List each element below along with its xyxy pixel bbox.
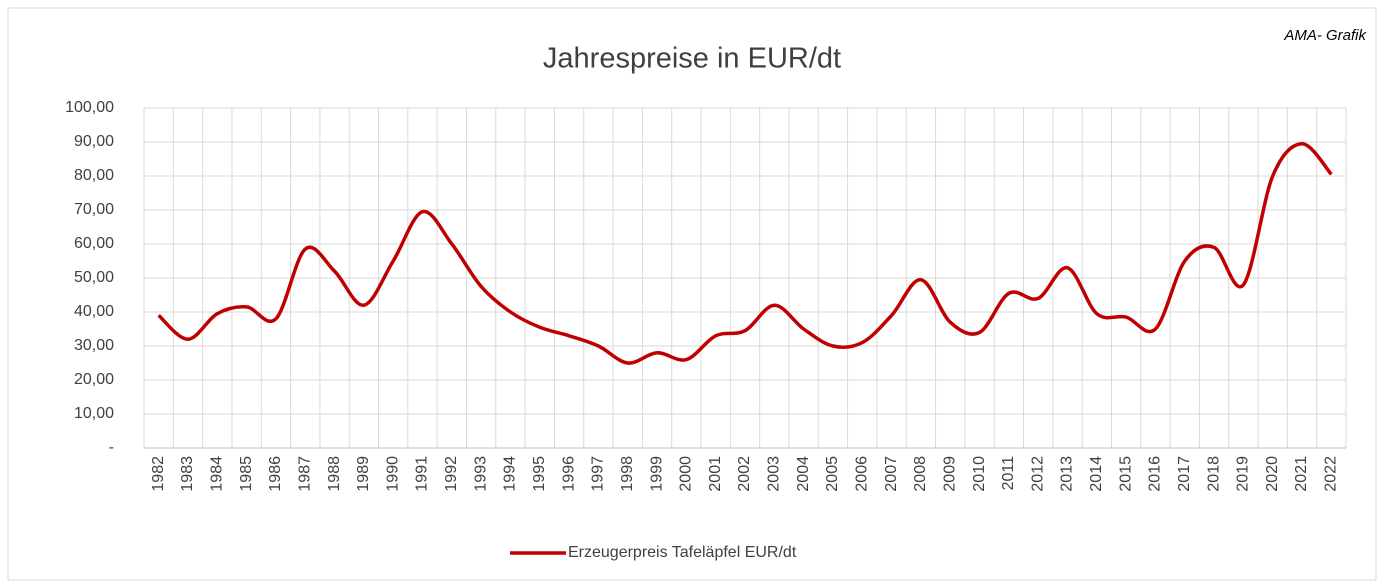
y-tick-label: - <box>109 439 114 456</box>
x-tick-label: 2008 <box>912 456 929 492</box>
y-tick-label: 10,00 <box>74 405 114 422</box>
x-tick-label: 1995 <box>531 456 548 492</box>
x-tick-label: 2019 <box>1235 456 1252 492</box>
y-tick-label: 50,00 <box>74 269 114 286</box>
x-tick-label: 1988 <box>326 456 343 492</box>
x-tick-label: 2007 <box>883 456 900 492</box>
x-tick-label: 1985 <box>238 456 255 492</box>
x-tick-label: 2011 <box>1000 456 1017 491</box>
x-tick-label: 1987 <box>296 456 313 492</box>
legend-label: Erzeugerpreis Tafeläpfel EUR/dt <box>568 544 797 561</box>
x-tick-label: 2018 <box>1205 456 1222 492</box>
x-tick-label: 2002 <box>736 456 753 492</box>
y-tick-label: 30,00 <box>74 337 114 354</box>
x-tick-label: 2014 <box>1088 456 1105 492</box>
x-tick-label: 2001 <box>707 456 724 492</box>
x-tick-label: 1997 <box>590 456 607 492</box>
y-tick-label: 70,00 <box>74 201 114 218</box>
x-tick-label: 1983 <box>179 456 196 492</box>
x-tick-label: 2003 <box>766 456 783 492</box>
x-tick-label: 2017 <box>1176 456 1193 492</box>
y-tick-label: 100,00 <box>65 99 114 116</box>
x-tick-label: 1993 <box>472 456 489 492</box>
x-tick-label: 2022 <box>1323 456 1340 492</box>
x-tick-label: 2013 <box>1059 456 1076 492</box>
x-tick-label: 2010 <box>971 456 988 492</box>
x-tick-label: 1998 <box>619 456 636 492</box>
y-tick-label: 90,00 <box>74 133 114 150</box>
x-tick-label: 1992 <box>443 456 460 492</box>
x-tick-label: 2021 <box>1293 456 1310 492</box>
x-tick-label: 2009 <box>941 456 958 492</box>
x-tick-label: 1989 <box>355 456 372 492</box>
x-tick-label: 2012 <box>1029 456 1046 492</box>
y-tick-label: 40,00 <box>74 303 114 320</box>
x-tick-label: 1984 <box>209 456 226 492</box>
x-tick-label: 1991 <box>414 456 431 492</box>
line <box>157 141 1333 365</box>
x-tick-label: 2006 <box>853 456 870 492</box>
x-tick-label: 1994 <box>502 456 519 492</box>
chart-border <box>7 7 1377 581</box>
x-tick-label: 2000 <box>678 456 695 492</box>
y-tick-label: 80,00 <box>74 167 114 184</box>
x-tick-label: 1999 <box>648 456 665 492</box>
x-tick-label: 1996 <box>560 456 577 492</box>
x-tick-label: 2015 <box>1117 456 1134 492</box>
x-tick-label: 1990 <box>384 456 401 492</box>
y-tick-label: 60,00 <box>74 235 114 252</box>
y-tick-label: 20,00 <box>74 371 114 388</box>
chart-title: Jahrespreise in EUR/dt <box>543 43 841 75</box>
x-tick-label: 1986 <box>267 456 284 492</box>
x-tick-label: 2004 <box>795 456 812 492</box>
x-tick-label: 2020 <box>1264 456 1281 492</box>
annotation: AMA- Grafik <box>1283 27 1367 44</box>
x-tick-label: 2016 <box>1147 456 1164 492</box>
x-tick-label: 2005 <box>824 456 841 492</box>
x-tick-label: 1982 <box>150 456 167 492</box>
